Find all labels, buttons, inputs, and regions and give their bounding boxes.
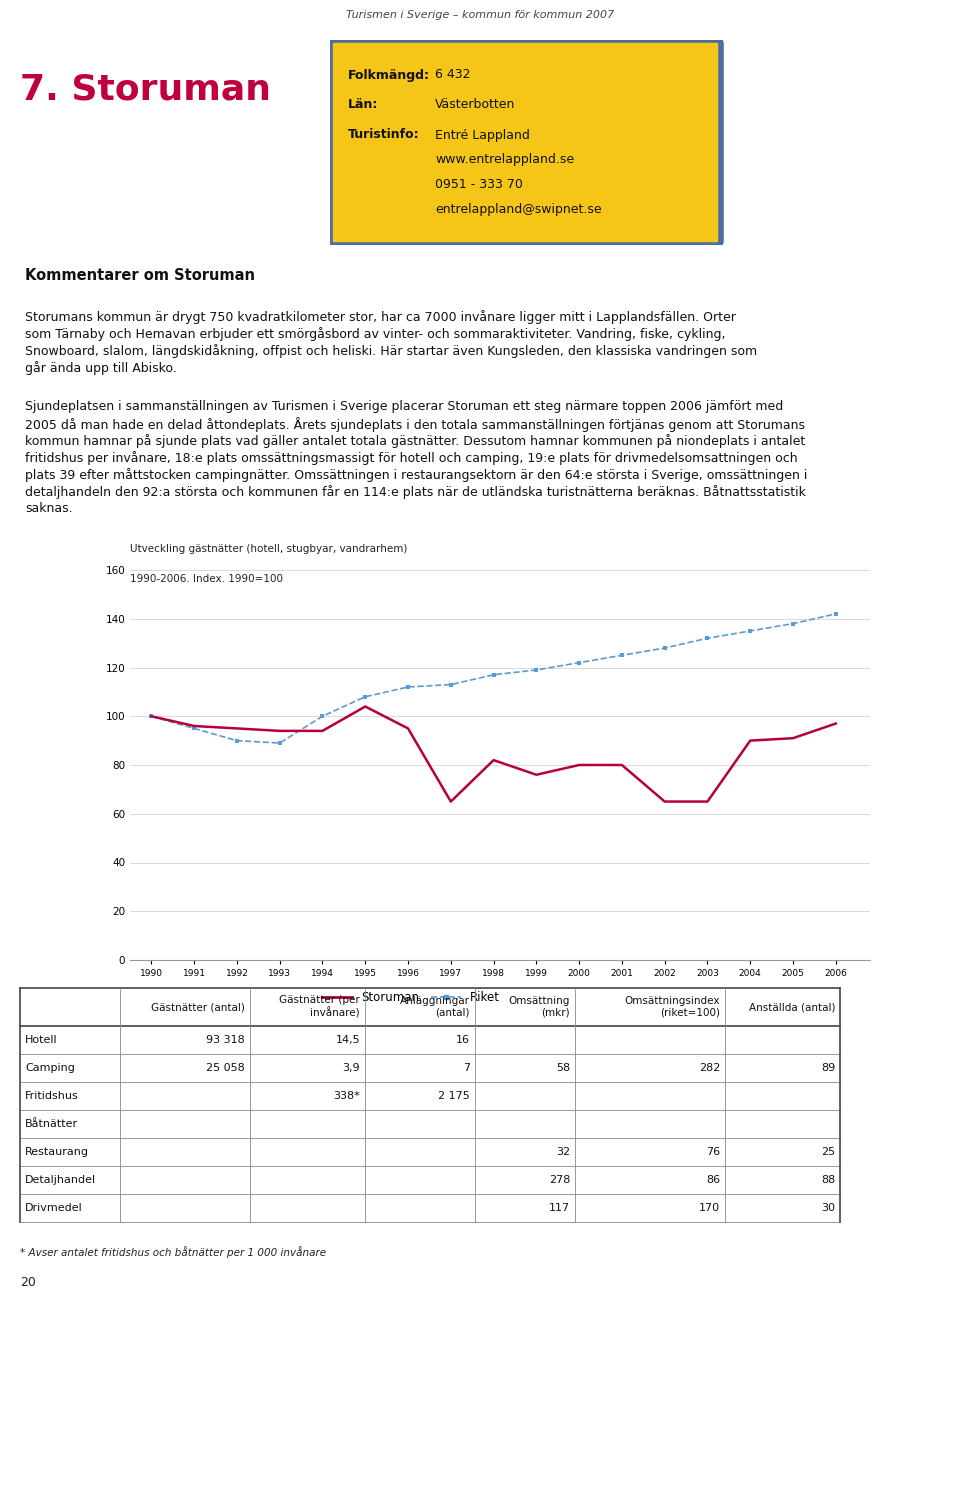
- Text: Turistinfo:: Turistinfo:: [348, 129, 420, 142]
- Text: Entré Lappland: Entré Lappland: [435, 129, 530, 142]
- Text: Anställda (antal): Anställda (antal): [749, 1002, 835, 1012]
- Text: Kommentarer om Storuman: Kommentarer om Storuman: [25, 269, 255, 284]
- Text: Län:: Län:: [348, 99, 378, 112]
- Text: 282: 282: [699, 1063, 720, 1073]
- Text: fritidshus per invånare, 18:e plats omssättningsmassigt för hotell och camping, : fritidshus per invånare, 18:e plats omss…: [25, 451, 798, 465]
- Text: 2 175: 2 175: [439, 1091, 470, 1100]
- Text: 170: 170: [699, 1203, 720, 1212]
- Text: saknas.: saknas.: [25, 502, 73, 514]
- Text: Sjundeplatsen i sammanställningen av Turismen i Sverige placerar Storuman ett st: Sjundeplatsen i sammanställningen av Tur…: [25, 401, 783, 413]
- Text: 89: 89: [821, 1063, 835, 1073]
- Text: går ända upp till Abisko.: går ända upp till Abisko.: [25, 360, 177, 375]
- Text: som Tärnaby och Hemavan erbjuder ett smörgåsbord av vinter- och sommaraktivitete: som Tärnaby och Hemavan erbjuder ett smö…: [25, 327, 726, 341]
- Text: Camping: Camping: [25, 1063, 75, 1073]
- Text: 2005 då man hade en delad åttondeplats. Årets sjundeplats i den totala sammanstä: 2005 då man hade en delad åttondeplats. …: [25, 417, 805, 432]
- Legend: Storuman, Riket: Storuman, Riket: [318, 987, 505, 1009]
- Text: Utveckling gästnätter (hotell, stugbyar, vandrarhem): Utveckling gästnätter (hotell, stugbyar,…: [130, 544, 407, 555]
- Text: 117: 117: [549, 1203, 570, 1212]
- Text: Storumans kommun är drygt 750 kvadratkilometer stor, har ca 7000 invånare ligger: Storumans kommun är drygt 750 kvadratkil…: [25, 309, 736, 324]
- Text: entrelappland@swipnet.se: entrelappland@swipnet.se: [435, 203, 602, 217]
- Text: Snowboard, slalom, längdskidåkning, offpist och heliski. Här startar även Kungsl: Snowboard, slalom, längdskidåkning, offp…: [25, 344, 757, 357]
- Text: 30: 30: [821, 1203, 835, 1212]
- Text: Omsättning
(mkr): Omsättning (mkr): [509, 996, 570, 1018]
- Text: Detaljhandel: Detaljhandel: [25, 1175, 96, 1186]
- Text: 76: 76: [706, 1147, 720, 1157]
- Text: Drivmedel: Drivmedel: [25, 1203, 83, 1212]
- Text: www.entrelappland.se: www.entrelappland.se: [435, 154, 574, 166]
- Text: * Avser antalet fritidshus och båtnätter per 1 000 invånare: * Avser antalet fritidshus och båtnätter…: [20, 1245, 326, 1257]
- Text: Gästnätter (per
invånare): Gästnätter (per invånare): [279, 996, 360, 1018]
- Text: 25: 25: [821, 1147, 835, 1157]
- Text: Anläggningar
(antal): Anläggningar (antal): [400, 996, 470, 1018]
- Text: Turismen i Sverige – kommun för kommun 2007: Turismen i Sverige – kommun för kommun 2…: [346, 10, 614, 19]
- Text: 0951 - 333 70: 0951 - 333 70: [435, 178, 523, 191]
- Text: 88: 88: [821, 1175, 835, 1186]
- Text: Fritidshus: Fritidshus: [25, 1091, 79, 1100]
- Text: 20: 20: [20, 1275, 36, 1289]
- Text: Västerbotten: Västerbotten: [435, 99, 516, 112]
- Text: Gästnätter (antal): Gästnätter (antal): [151, 1002, 245, 1012]
- Text: 278: 278: [548, 1175, 570, 1186]
- Text: Restaurang: Restaurang: [25, 1147, 89, 1157]
- Text: Folkmängd:: Folkmängd:: [348, 69, 430, 82]
- Text: 7: 7: [463, 1063, 470, 1073]
- Text: Hotell: Hotell: [25, 1035, 58, 1045]
- Text: 6 432: 6 432: [435, 69, 470, 82]
- Text: 25 058: 25 058: [206, 1063, 245, 1073]
- Text: detaljhandeln den 92:a största och kommunen får en 114:e plats när de utländska : detaljhandeln den 92:a största och kommu…: [25, 484, 805, 499]
- Text: Båtnätter: Båtnätter: [25, 1118, 78, 1129]
- Text: 86: 86: [706, 1175, 720, 1186]
- Text: Omsättningsindex
(riket=100): Omsättningsindex (riket=100): [625, 996, 720, 1018]
- Text: 14,5: 14,5: [335, 1035, 360, 1045]
- Text: kommun hamnar på sjunde plats vad gäller antalet totala gästnätter. Dessutom ham: kommun hamnar på sjunde plats vad gäller…: [25, 434, 805, 448]
- Text: 93 318: 93 318: [206, 1035, 245, 1045]
- Text: 1990-2006. Index. 1990=100: 1990-2006. Index. 1990=100: [130, 574, 283, 585]
- Text: plats 39 efter måttstocken campingnätter. Omssättningen i restaurangsektorn är d: plats 39 efter måttstocken campingnätter…: [25, 468, 807, 481]
- Text: 32: 32: [556, 1147, 570, 1157]
- Text: 58: 58: [556, 1063, 570, 1073]
- Text: 338*: 338*: [333, 1091, 360, 1100]
- Text: 7. Storuman: 7. Storuman: [20, 72, 271, 106]
- FancyBboxPatch shape: [330, 40, 721, 245]
- Text: 3,9: 3,9: [343, 1063, 360, 1073]
- Text: 16: 16: [456, 1035, 470, 1045]
